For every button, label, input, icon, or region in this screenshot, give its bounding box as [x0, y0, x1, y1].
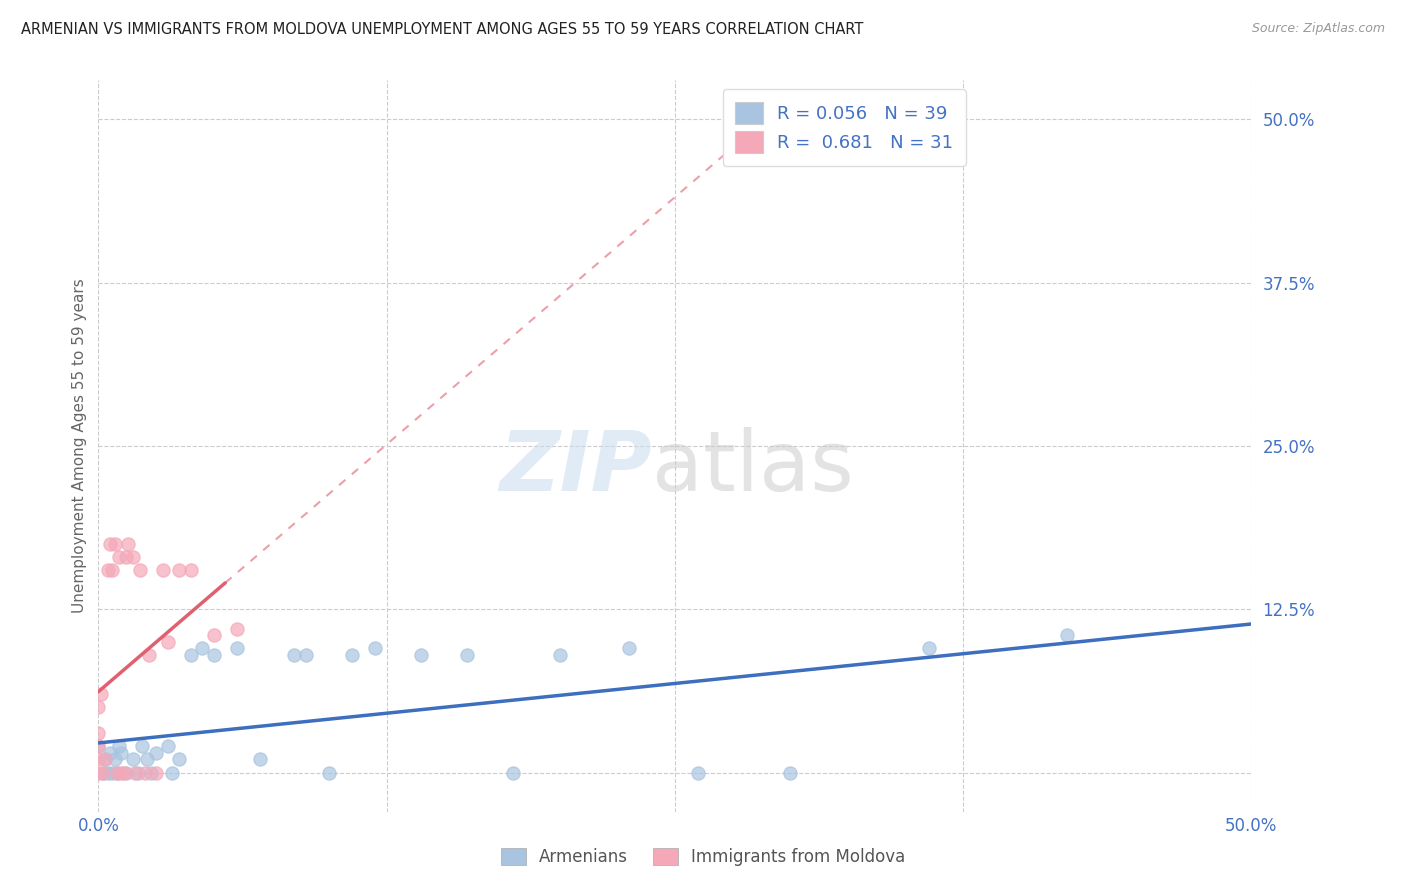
Point	[779, 765, 801, 780]
Point	[101, 563, 124, 577]
Point	[94, 752, 117, 766]
Point	[124, 765, 146, 780]
Point	[340, 648, 363, 662]
Point	[131, 739, 153, 754]
Point	[191, 641, 214, 656]
Point	[180, 563, 202, 577]
Point	[156, 635, 179, 649]
Point	[87, 739, 110, 754]
Text: atlas: atlas	[652, 427, 853, 508]
Point	[101, 765, 124, 780]
Text: ZIP: ZIP	[499, 427, 652, 508]
Text: Source: ZipAtlas.com: Source: ZipAtlas.com	[1251, 22, 1385, 36]
Point	[90, 687, 112, 701]
Point	[167, 563, 190, 577]
Point	[127, 765, 149, 780]
Point	[167, 752, 190, 766]
Point	[917, 641, 939, 656]
Point	[686, 765, 709, 780]
Point	[87, 752, 110, 766]
Point	[502, 765, 524, 780]
Point	[138, 648, 160, 662]
Point	[141, 765, 163, 780]
Point	[115, 549, 138, 564]
Point	[283, 648, 305, 662]
Point	[94, 752, 117, 766]
Point	[160, 765, 183, 780]
Point	[225, 622, 247, 636]
Point	[98, 537, 121, 551]
Point	[364, 641, 387, 656]
Point	[110, 746, 132, 760]
Point	[87, 700, 110, 714]
Point	[295, 648, 318, 662]
Point	[117, 537, 139, 551]
Point	[105, 765, 128, 780]
Point	[152, 563, 174, 577]
Point	[617, 641, 640, 656]
Point	[180, 648, 202, 662]
Point	[91, 765, 114, 780]
Point	[733, 126, 755, 140]
Legend: R = 0.056   N = 39, R =  0.681   N = 31: R = 0.056 N = 39, R = 0.681 N = 31	[723, 89, 966, 166]
Point	[122, 752, 145, 766]
Point	[108, 549, 131, 564]
Point	[87, 726, 110, 740]
Point	[108, 739, 131, 754]
Point	[456, 648, 478, 662]
Point	[249, 752, 271, 766]
Text: ARMENIAN VS IMMIGRANTS FROM MOLDOVA UNEMPLOYMENT AMONG AGES 55 TO 59 YEARS CORRE: ARMENIAN VS IMMIGRANTS FROM MOLDOVA UNEM…	[21, 22, 863, 37]
Point	[145, 746, 167, 760]
Point	[115, 765, 138, 780]
Point	[134, 765, 156, 780]
Point	[103, 752, 125, 766]
Point	[103, 537, 125, 551]
Point	[97, 563, 120, 577]
Point	[202, 628, 225, 642]
Point	[548, 648, 571, 662]
Point	[112, 765, 135, 780]
Point	[156, 739, 179, 754]
Point	[411, 648, 433, 662]
Point	[110, 765, 132, 780]
Point	[87, 765, 110, 780]
Point	[98, 746, 121, 760]
Point	[129, 563, 152, 577]
Point	[122, 549, 145, 564]
Point	[225, 641, 247, 656]
Point	[1056, 628, 1078, 642]
Point	[318, 765, 340, 780]
Y-axis label: Unemployment Among Ages 55 to 59 years: Unemployment Among Ages 55 to 59 years	[72, 278, 87, 614]
Point	[91, 765, 114, 780]
Point	[87, 739, 110, 754]
Point	[105, 765, 128, 780]
Point	[202, 648, 225, 662]
Legend: Armenians, Immigrants from Moldova: Armenians, Immigrants from Moldova	[492, 840, 914, 875]
Point	[145, 765, 167, 780]
Point	[135, 752, 157, 766]
Point	[97, 765, 120, 780]
